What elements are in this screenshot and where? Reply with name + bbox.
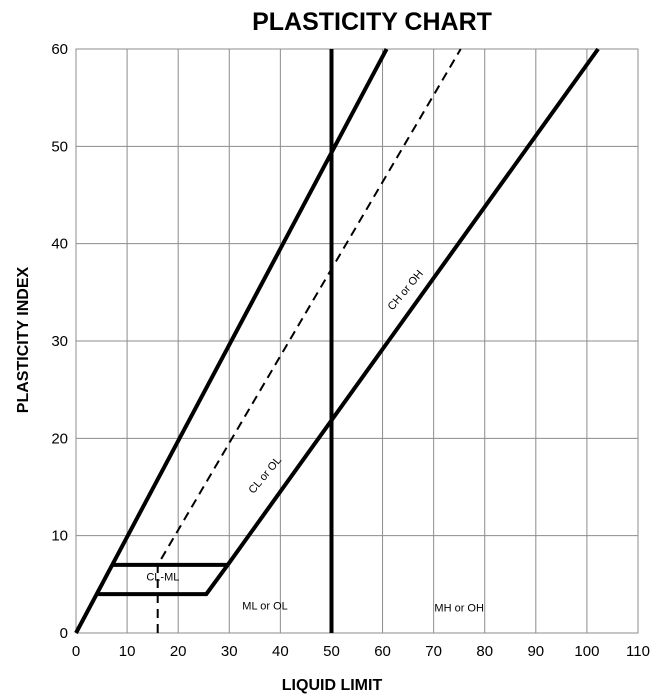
x-tick-label: 80 [476,643,493,660]
region-label: CL-ML [146,571,179,583]
region-label: CL or OL [246,455,284,497]
x-tick-label: 100 [574,643,599,660]
x-tick-label: 40 [272,643,289,660]
x-tick-label: 20 [170,643,187,660]
region-label: MH or OH [434,603,484,615]
x-tick-label: 110 [626,643,650,660]
chart-title: PLASTICITY CHART [252,8,492,36]
y-tick-label: 20 [51,430,68,447]
y-tick-label: 60 [51,41,68,58]
tick-labels: 0 10 20 30 40 50 60 70 80 90 100 110 0 10 20 30 40 50 60 [51,41,650,660]
y-axis-label: PLASTICITY INDEX [15,266,32,413]
y-tick-label: 10 [51,528,68,545]
series-line [96,563,230,597]
region-label: CH or OH [386,268,426,313]
plot-area-border [75,48,639,634]
x-tick-label: 90 [527,643,544,660]
x-tick-label: 50 [323,643,340,660]
x-tick-label: 30 [221,643,238,660]
grid [75,48,639,634]
x-tick-label: 10 [119,643,136,660]
y-tick-label: 30 [51,333,68,350]
y-tick-label: 40 [51,236,68,253]
series-line [156,48,462,633]
series [74,47,600,634]
x-axis-label: LIQUID LIMIT [282,677,383,694]
region-label: ML or OL [242,601,287,613]
y-tick-label: 0 [60,625,68,642]
x-tick-label: 70 [425,643,442,660]
series-line [74,48,389,634]
x-tick-label: 60 [374,643,391,660]
x-tick-label: 0 [72,643,80,660]
y-tick-label: 50 [51,138,68,155]
series-line [226,47,600,567]
